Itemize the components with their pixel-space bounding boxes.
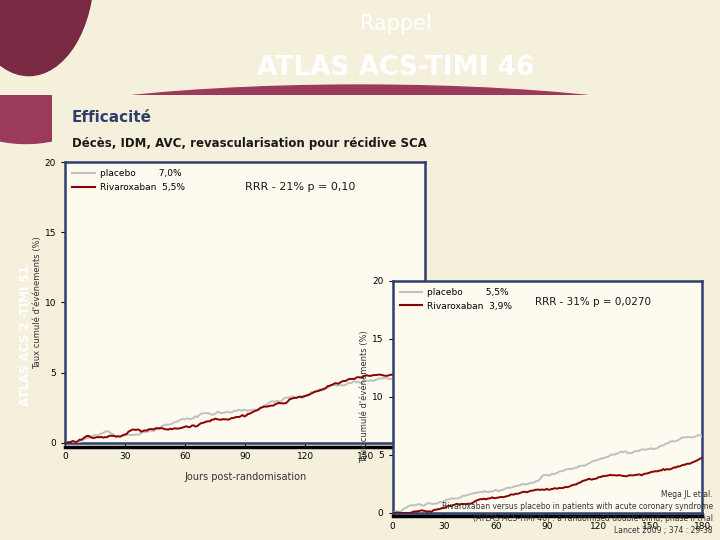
Ellipse shape bbox=[0, 85, 720, 189]
Text: ATLAS ACS-TIMI 46: ATLAS ACS-TIMI 46 bbox=[257, 55, 535, 81]
X-axis label: Jours post-randomisation: Jours post-randomisation bbox=[184, 472, 306, 482]
Ellipse shape bbox=[0, 63, 99, 144]
Y-axis label: Taux cumulé d'événements (%): Taux cumulé d'événements (%) bbox=[360, 330, 369, 463]
Text: Décès, IDM, AVC: Décès, IDM, AVC bbox=[426, 288, 536, 301]
Text: Décès, IDM, AVC, revascularisation pour récidive SCA: Décès, IDM, AVC, revascularisation pour … bbox=[72, 137, 427, 150]
Text: Rappel: Rappel bbox=[360, 14, 432, 33]
Text: Mega JL et al.
Rivaroxaban versus placebo in patients with acute coronary syndro: Mega JL et al. Rivaroxaban versus placeb… bbox=[441, 490, 713, 535]
Ellipse shape bbox=[0, 0, 94, 76]
Legend: placebo        7,0%, Rivaroxaban  5,5%: placebo 7,0%, Rivaroxaban 5,5% bbox=[70, 166, 187, 194]
Text: Efficacité: Efficacité bbox=[72, 110, 152, 125]
Text: ATLAS ACS 2 -TIMI 51: ATLAS ACS 2 -TIMI 51 bbox=[19, 265, 32, 406]
Legend: placebo        5,5%, Rivaroxaban  3,9%: placebo 5,5%, Rivaroxaban 3,9% bbox=[397, 285, 515, 313]
Y-axis label: Taux cumulé d'événements (%): Taux cumulé d'événements (%) bbox=[33, 236, 42, 369]
Text: RRR - 21% p = 0,10: RRR - 21% p = 0,10 bbox=[246, 181, 356, 192]
Text: RRR - 31% p = 0,0270: RRR - 31% p = 0,0270 bbox=[535, 297, 651, 307]
